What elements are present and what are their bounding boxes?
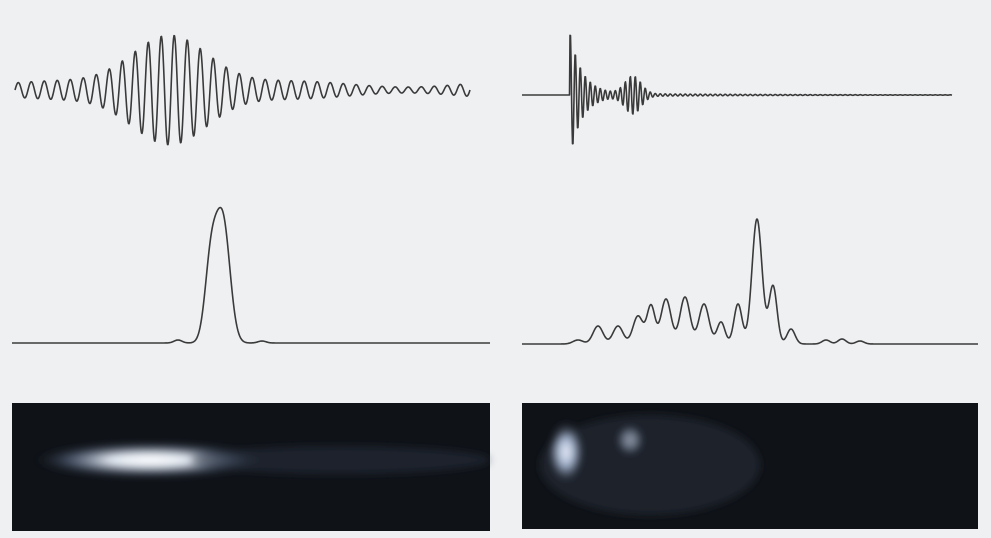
glow: [190, 446, 490, 474]
waveform: [14, 34, 471, 146]
glow: [30, 442, 270, 478]
spectrum: [11, 206, 491, 344]
spectrum: [521, 218, 979, 345]
glow: [548, 420, 584, 484]
spectrogram-glow: [30, 442, 490, 478]
glow: [616, 424, 644, 456]
waveform: [521, 34, 953, 145]
glow: [540, 415, 760, 515]
spectrogram-glow: [540, 415, 760, 515]
